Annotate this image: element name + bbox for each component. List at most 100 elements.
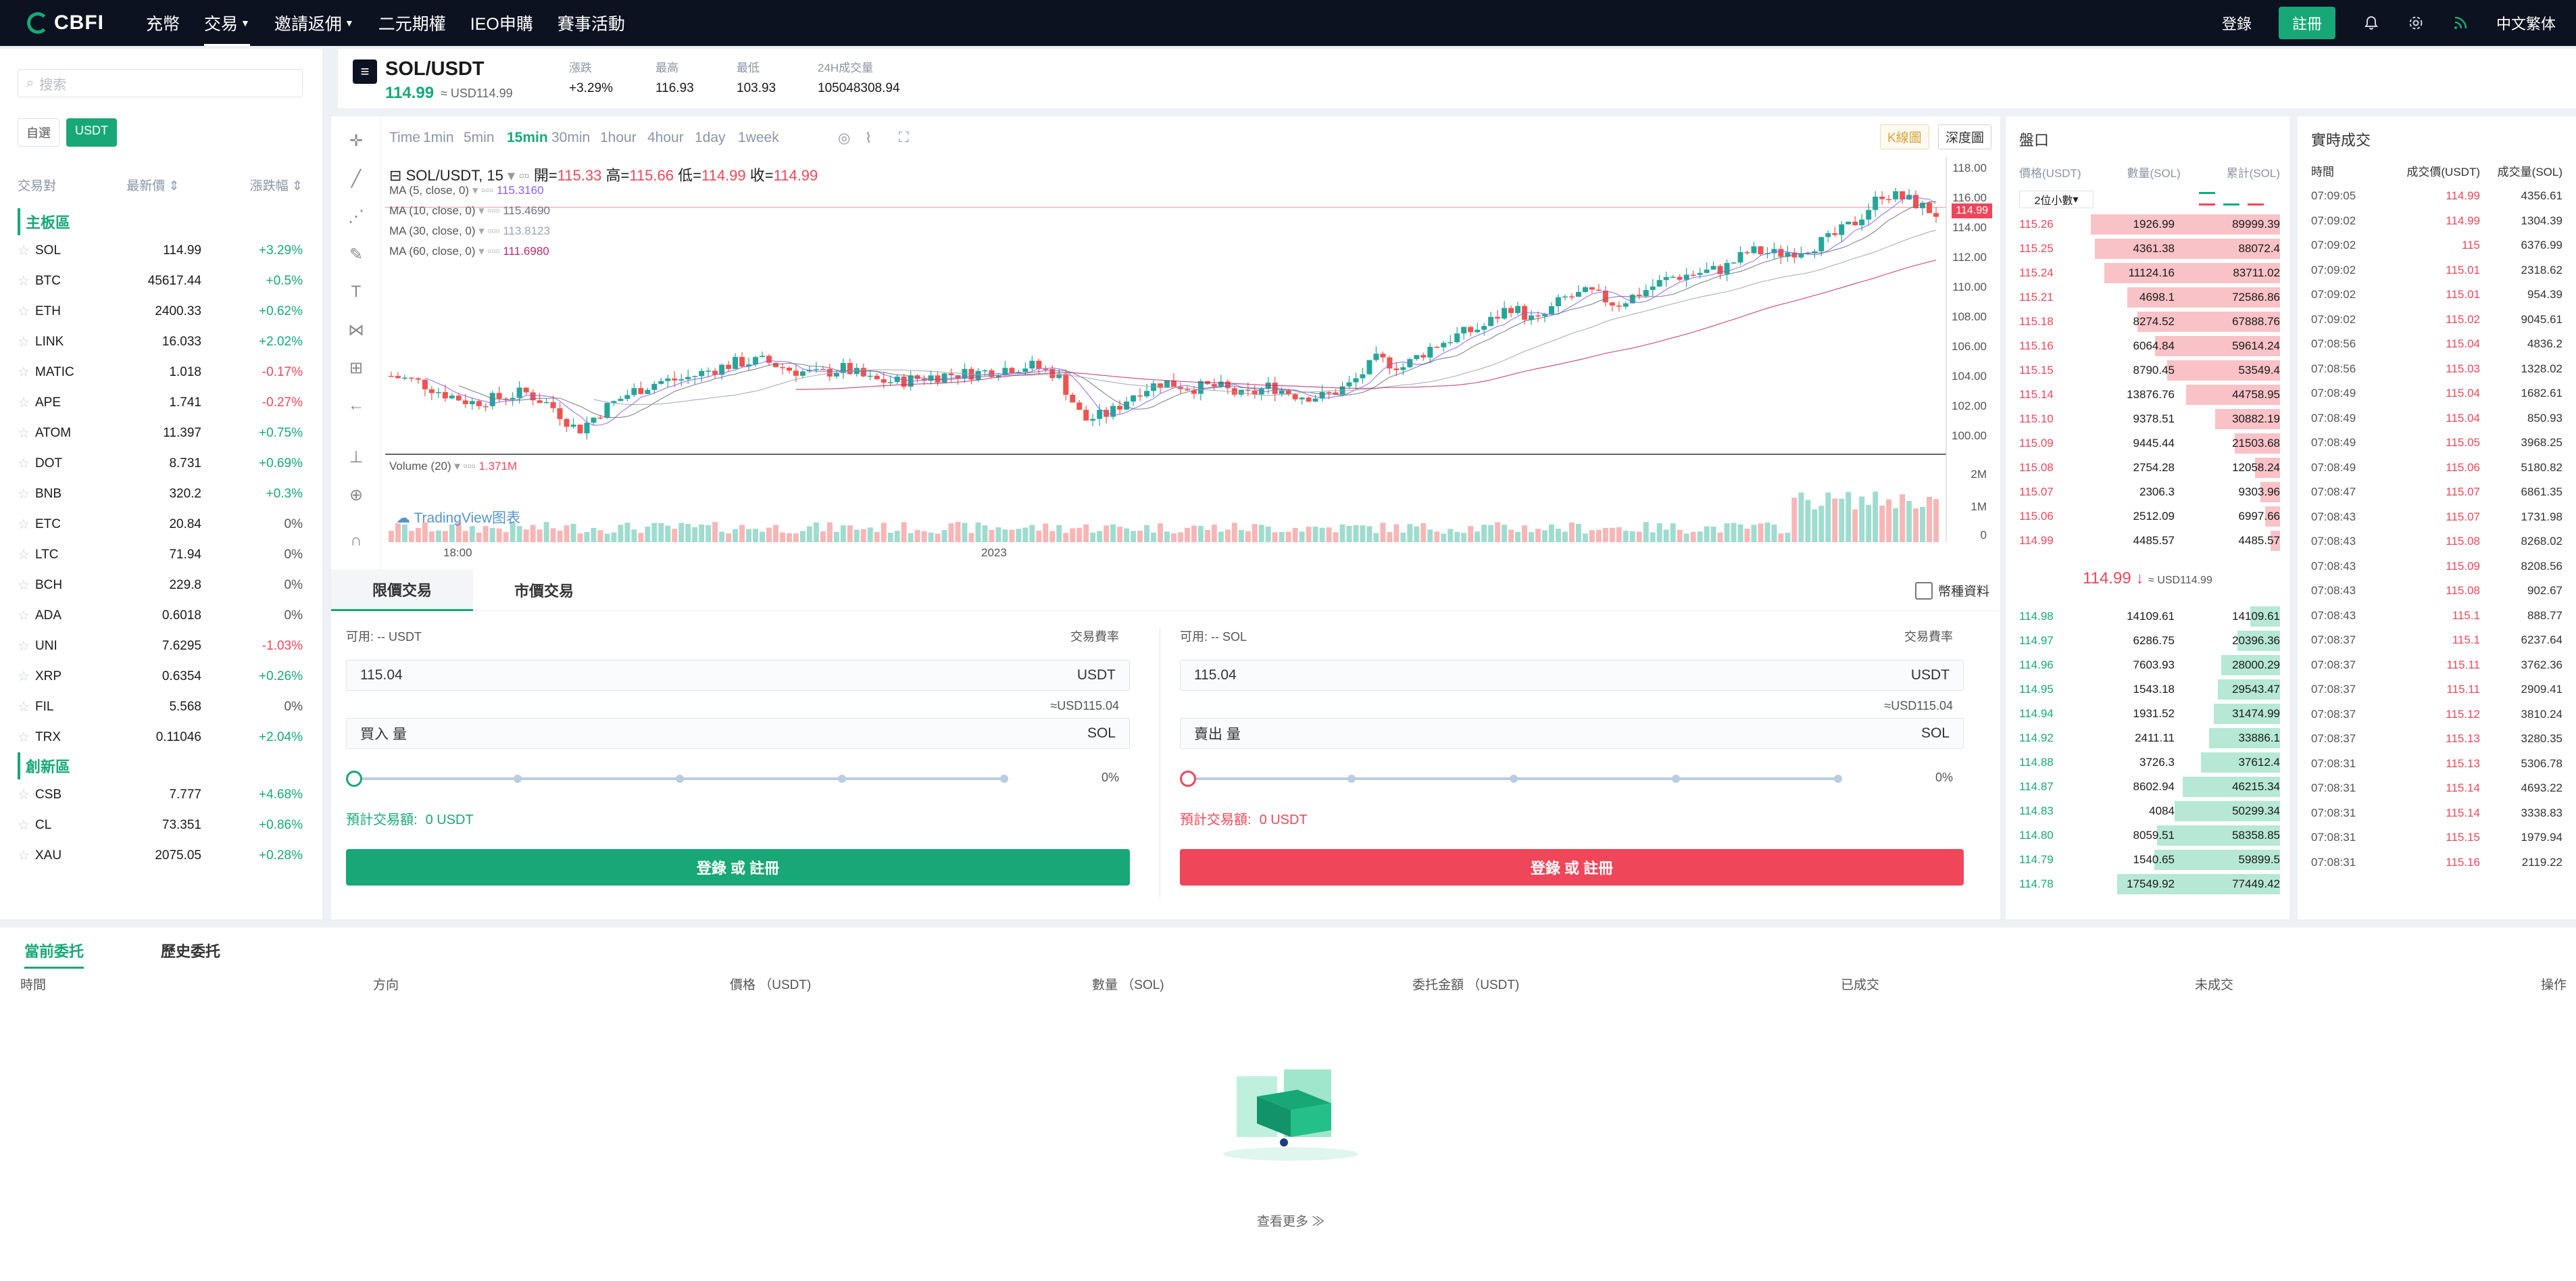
market-row[interactable]: ☆ SOL 114.99 +3.29% <box>18 235 303 266</box>
market-row[interactable]: ☆ LINK 16.033 +2.02% <box>18 327 303 357</box>
star-icon[interactable]: ☆ <box>18 456 30 471</box>
star-icon[interactable]: ☆ <box>18 700 30 715</box>
interval-time[interactable]: Time <box>389 130 420 145</box>
col-price[interactable]: 最新價 ⇕ <box>126 176 179 194</box>
interval-1min[interactable]: 1min <box>423 130 454 145</box>
amount-input[interactable]: 買入 量 SOL <box>346 718 1130 749</box>
orderbook-row[interactable]: 115.21 4698.1 72586.86 <box>2019 285 2280 310</box>
orderbook-row[interactable]: 114.78 17549.92 77449.42 <box>2019 872 2280 896</box>
orderbook-row[interactable]: 115.25 4361.38 88072.4 <box>2019 237 2280 261</box>
slider-handle[interactable] <box>1180 771 1196 787</box>
star-icon[interactable]: ☆ <box>18 608 30 623</box>
tab-open-orders[interactable]: 當前委托 <box>24 934 84 969</box>
login-or-register-button[interactable]: 登錄 或 註冊 <box>346 849 1130 886</box>
market-row[interactable]: ☆ ATOM 11.397 +0.75% <box>18 418 303 448</box>
coin-info-link[interactable]: 幣種資料 <box>1914 581 1989 600</box>
search-input[interactable]: ⌕ 搜索 <box>18 69 303 97</box>
precision-select[interactable]: 2位小數 ▾ <box>2019 191 2094 208</box>
depth-button[interactable]: 深度圖 <box>1938 124 1992 149</box>
interval-1week[interactable]: 1week <box>738 130 779 145</box>
zoom-in-icon[interactable]: ⊕ <box>349 486 364 504</box>
nav-trade[interactable]: 交易 ▼ <box>204 0 250 46</box>
gear-icon[interactable] <box>2407 14 2425 32</box>
interval-1day[interactable]: 1day <box>695 130 726 145</box>
market-row[interactable]: ☆ MATIC 1.018 -0.17% <box>18 357 303 387</box>
register-button[interactable]: 註冊 <box>2278 7 2335 39</box>
star-icon[interactable]: ☆ <box>18 304 30 319</box>
candlestick-chart[interactable] <box>331 116 2000 569</box>
view-asks-icon[interactable] <box>2248 192 2264 206</box>
star-icon[interactable]: ☆ <box>18 487 30 502</box>
logo[interactable]: CBFI <box>27 11 122 34</box>
orderbook-row[interactable]: 115.09 9445.44 21503.68 <box>2019 431 2280 456</box>
interval-30min[interactable]: 30min <box>551 130 591 145</box>
orderbook-row[interactable]: 115.18 8274.52 67888.76 <box>2019 310 2280 334</box>
star-icon[interactable]: ☆ <box>18 274 30 289</box>
market-row[interactable]: ☆ ETC 20.84 0% <box>18 509 303 539</box>
rss-icon[interactable] <box>2452 14 2469 32</box>
market-row[interactable]: ☆ XRP 0.6354 +0.26% <box>18 661 303 692</box>
market-row[interactable]: ☆ BNB 320.2 +0.3% <box>18 479 303 509</box>
orderbook-row[interactable]: 115.24 11124.16 83711.02 <box>2019 261 2280 285</box>
login-link[interactable]: 登錄 <box>2221 16 2252 32</box>
star-icon[interactable]: ☆ <box>18 395 30 410</box>
market-row[interactable]: ☆ FIL 5.568 0% <box>18 692 303 722</box>
market-row[interactable]: ☆ BTC 45617.44 +0.5% <box>18 266 303 296</box>
tab-order-history[interactable]: 歷史委托 <box>161 943 221 960</box>
crosshair-icon[interactable]: ✛ <box>349 132 364 150</box>
star-icon[interactable]: ☆ <box>18 365 30 380</box>
orderbook-row[interactable]: 115.14 13876.76 44758.95 <box>2019 383 2280 407</box>
orderbook-row[interactable]: 114.87 8602.94 46215.34 <box>2019 775 2280 799</box>
back-arrow-icon[interactable]: ← <box>348 396 364 414</box>
tab-favorites[interactable]: 自選 <box>18 118 59 147</box>
star-icon[interactable]: ☆ <box>18 669 30 684</box>
market-row[interactable]: ☆ UNI 7.6295 -1.03% <box>18 631 303 661</box>
trendline-icon[interactable]: ╱ <box>351 170 362 188</box>
measure-icon[interactable]: ⊞ <box>349 359 364 377</box>
ma-controls[interactable]: ▾ ▫▫▫ <box>475 224 503 237</box>
tab-usdt[interactable]: USDT <box>66 118 117 147</box>
slider-stop[interactable] <box>1672 775 1680 783</box>
orderbook-row[interactable]: 114.96 7603.93 28000.29 <box>2019 653 2280 677</box>
view-both-icon[interactable] <box>2199 192 2215 206</box>
star-icon[interactable]: ☆ <box>18 243 30 258</box>
interval-15min[interactable]: 15min <box>507 130 548 145</box>
orderbook-row[interactable]: 115.26 1926.99 89999.39 <box>2019 212 2280 237</box>
login-or-register-button[interactable]: 登錄 或 註冊 <box>1180 849 1964 886</box>
orderbook-row[interactable]: 115.06 2512.09 6997.66 <box>2019 504 2280 529</box>
nav-events[interactable]: 賽事活動 <box>557 15 625 34</box>
orderbook-row[interactable]: 115.16 6064.84 59614.24 <box>2019 334 2280 358</box>
star-icon[interactable]: ☆ <box>18 578 30 593</box>
interval-5min[interactable]: 5min <box>464 130 495 145</box>
fee-rate-link[interactable]: 交易費率 <box>1070 630 1119 644</box>
orderbook-row[interactable]: 114.98 14109.61 14109.61 <box>2019 604 2280 629</box>
orderbook-row[interactable]: 114.83 4084 50299.34 <box>2019 799 2280 823</box>
market-row[interactable]: ☆ ADA 0.6018 0% <box>18 600 303 631</box>
slider-stop[interactable] <box>676 775 684 783</box>
ma-controls[interactable]: ▾ ▫▫▫ <box>469 184 497 197</box>
orderbook-row[interactable]: 115.15 8790.45 53549.4 <box>2019 358 2280 383</box>
kline-button[interactable]: K線圖 <box>1880 124 1929 149</box>
indicator-icon[interactable]: ◎ <box>838 130 851 146</box>
star-icon[interactable]: ☆ <box>18 639 30 654</box>
view-more-link[interactable]: 查看更多 ≫ <box>1257 1215 1325 1229</box>
orderbook-row[interactable]: 114.79 1540.65 59899.5 <box>2019 848 2280 872</box>
ma-controls[interactable]: ▾ ▫▫▫ <box>475 245 503 258</box>
market-row[interactable]: ☆ APE 1.741 -0.27% <box>18 387 303 418</box>
market-row[interactable]: ☆ CSB 7.777 +4.68% <box>18 779 303 810</box>
slider-stop[interactable] <box>1510 775 1518 783</box>
market-row[interactable]: ☆ LTC 71.94 0% <box>18 539 303 570</box>
nav-deposit[interactable]: 充幣 <box>146 15 180 34</box>
nav-referral[interactable]: 邀請返佣 ▼ <box>274 0 354 46</box>
amount-input[interactable]: 賣出 量 SOL <box>1180 718 1964 749</box>
market-row[interactable]: ☆ XAU 2075.05 +0.28% <box>18 840 303 871</box>
star-icon[interactable]: ☆ <box>18 548 30 562</box>
slider-stop[interactable] <box>838 775 846 783</box>
nav-ieo[interactable]: IEO申購 <box>470 15 533 34</box>
magnet-icon[interactable]: ∩ <box>350 531 362 550</box>
orderbook-row[interactable]: 115.08 2754.28 12058.24 <box>2019 456 2280 480</box>
interval-4hour[interactable]: 4hour <box>647 130 684 145</box>
view-bids-icon[interactable] <box>2223 192 2239 206</box>
market-row[interactable]: ☆ BCH 229.8 0% <box>18 570 303 600</box>
menu-icon[interactable]: ≡ <box>353 59 377 84</box>
